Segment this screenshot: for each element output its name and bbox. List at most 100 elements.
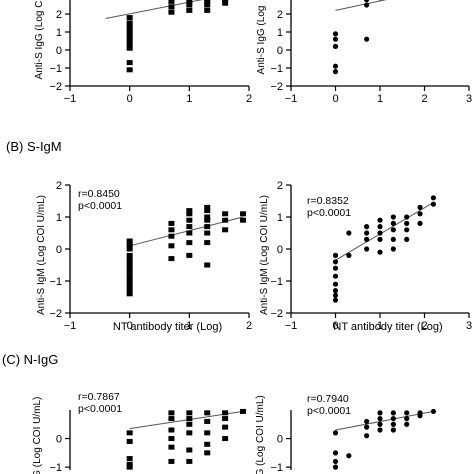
chart-3-point — [186, 230, 193, 236]
chart-1-point — [126, 20, 133, 26]
chart-1-point — [168, 9, 175, 15]
chart-5-point — [126, 456, 133, 462]
chart-4-point — [430, 201, 436, 207]
chart-3-point — [186, 252, 193, 258]
chart-5-point — [222, 424, 229, 430]
chart-3-point — [126, 262, 133, 268]
chart-6-r-value: r=0.7940 — [307, 393, 349, 405]
chart-2-point — [332, 31, 339, 37]
chart-4-x-tick-label: −1 — [285, 320, 298, 332]
chart-5-point — [240, 408, 247, 414]
chart-1-y-tick-label: −2 — [49, 81, 62, 93]
chart-3-point — [186, 217, 193, 223]
chart-3-point — [168, 227, 175, 233]
chart-3-y-tick-label: 2 — [56, 180, 62, 192]
chart-3-point — [186, 208, 193, 214]
chart-3-y-axis-label: Anti-S IgM (Log COI U/mL) — [36, 195, 47, 315]
chart-1-point — [126, 38, 133, 44]
chart-2-point — [364, 36, 370, 42]
chart-4-y-tick-label: 2 — [277, 180, 283, 192]
chart-2-y-tick-label: 0 — [277, 45, 283, 57]
chart-1-point — [126, 45, 133, 51]
chart-4-point — [364, 246, 370, 252]
chart-4-point — [332, 281, 339, 287]
chart-3-p-value: p<0.0001 — [78, 200, 122, 212]
chart-5-point — [168, 427, 175, 433]
chart-5-p-value: p<0.0001 — [78, 403, 122, 415]
chart-3-x-tick-label: 2 — [246, 320, 252, 332]
chart-5-point — [186, 447, 193, 453]
chart-4-point — [377, 236, 383, 242]
chart-4-point — [417, 220, 423, 226]
chart-2-point — [332, 63, 339, 69]
chart-1-point — [222, 0, 229, 6]
chart-3-point — [222, 217, 229, 223]
chart-3-r-value: r=0.8450 — [78, 188, 120, 200]
chart-6-point — [364, 424, 370, 430]
chart-3-y-tick-label: −2 — [49, 308, 62, 320]
chart-5-point — [204, 441, 211, 447]
chart-6-point — [390, 421, 396, 427]
chart-6-point — [404, 421, 410, 427]
chart-6-point — [346, 453, 352, 459]
chart-4-point — [430, 195, 436, 201]
chart-5-y-axis-label: gG (Log COI U/mL) — [32, 397, 43, 474]
chart-6-point — [332, 450, 339, 456]
chart-1-point — [126, 60, 133, 66]
chart-4-point — [390, 246, 396, 252]
chart-4-x-tick-label: 3 — [466, 320, 472, 332]
chart-3-point — [204, 230, 211, 236]
chart-3-point — [204, 208, 211, 214]
chart-6-point — [404, 415, 410, 422]
chart-1-x-tick-label: 0 — [127, 93, 133, 105]
chart-1-y-tick-label: 0 — [56, 45, 62, 57]
chart-4-point — [364, 236, 370, 242]
chart-4-point — [404, 227, 410, 233]
chart-1-point — [126, 42, 133, 48]
chart-1-point — [186, 7, 193, 13]
chart-3-point — [204, 262, 211, 268]
chart-3-x-tick-label: −1 — [64, 320, 77, 332]
chart-3-y-tick-label: 1 — [56, 212, 62, 224]
chart-2-y-axis-label: Anti-S IgG (Log — [256, 6, 267, 75]
chart-5-point — [168, 444, 175, 450]
chart-6-point — [332, 464, 339, 470]
chart-2-point — [364, 2, 370, 8]
chart-4-point — [332, 273, 339, 279]
chart-3-point — [126, 276, 133, 282]
chart-2-y-tick-label: 2 — [277, 9, 283, 21]
chart-4-y-tick-label: −1 — [270, 276, 283, 288]
chart-4-r-value: r=0.8352 — [307, 195, 349, 207]
chart-2-point — [332, 69, 339, 75]
chart-2-point — [332, 36, 339, 42]
chart-5-point — [204, 418, 211, 424]
chart-4-point — [404, 220, 410, 226]
chart-5-point — [186, 421, 193, 427]
chart-5-point — [126, 464, 133, 470]
chart-5-point — [126, 430, 133, 436]
chart-5-point — [168, 410, 175, 416]
chart-4-y-tick-label: −2 — [270, 308, 283, 320]
chart-5-y-tick-label: −1 — [49, 462, 62, 474]
chart-1-point — [126, 31, 133, 37]
chart-3-point — [168, 256, 175, 262]
chart-3-point — [222, 227, 229, 233]
chart-1-point — [204, 7, 211, 13]
chart-4-x-axis-label: NT antibody titer (Log) — [333, 321, 442, 333]
chart-1-y-tick-label: 1 — [56, 27, 62, 39]
chart-3-point — [186, 240, 193, 246]
chart-3-point — [168, 233, 175, 239]
chart-6-point — [377, 421, 383, 427]
chart-3-point — [126, 267, 133, 273]
chart-1-x-tick-label: −1 — [64, 93, 77, 105]
chart-4-fit-line — [335, 202, 434, 261]
chart-6-point — [377, 410, 383, 416]
chart-3-point — [204, 214, 211, 220]
chart-4-p-value: p<0.0001 — [307, 207, 351, 219]
chart-2-point — [364, 0, 370, 3]
chart-2-x-tick-label: −1 — [285, 93, 298, 105]
chart-4-point — [364, 230, 370, 236]
chart-4-point — [332, 252, 339, 258]
chart-2-fit-line — [335, 0, 387, 11]
